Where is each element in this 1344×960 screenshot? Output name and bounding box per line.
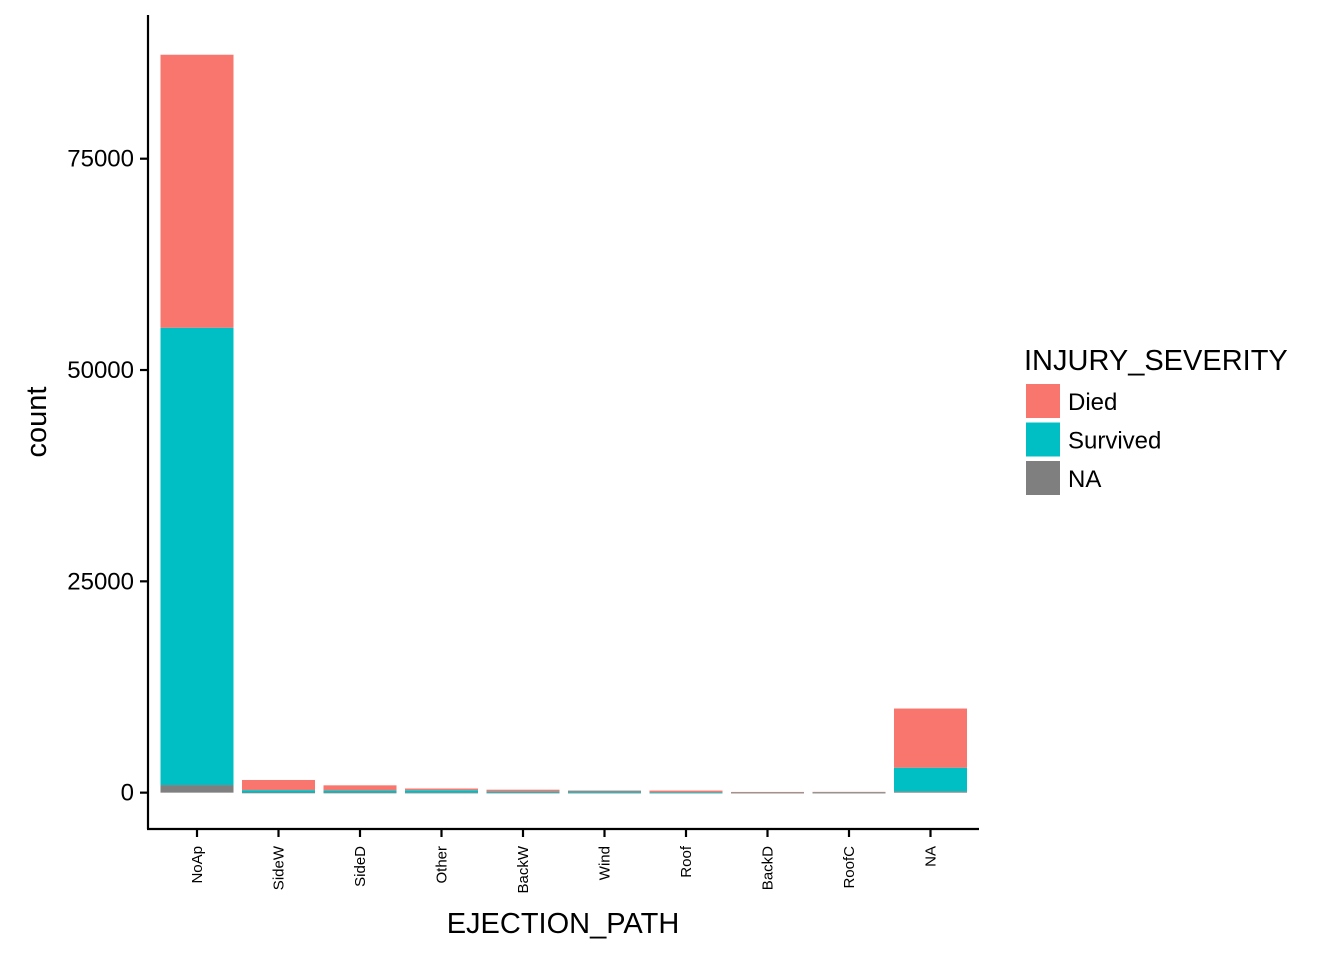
bar-na-na <box>894 791 967 793</box>
bar-noap-survived <box>160 327 234 786</box>
x-tick-label: SideD <box>352 846 369 887</box>
bar-sidew-died <box>242 779 315 791</box>
bars-layer <box>160 54 967 794</box>
bar-sided-survived <box>323 790 397 793</box>
x-tick-label: NoAp <box>189 846 206 884</box>
legend-swatch-died <box>1026 384 1060 418</box>
x-ticks: NoAp SideW SideD Other BackW Wind Roof BackD Roo… <box>189 829 940 894</box>
bar-roofc-survived <box>812 792 886 794</box>
bar-roof-na <box>649 792 723 794</box>
bar-noap-died <box>160 54 234 328</box>
x-axis-title: EJECTION_PATH <box>447 908 680 940</box>
bar-roof-survived <box>649 792 723 793</box>
bar-other-survived <box>405 790 478 793</box>
bar-wind-na <box>568 792 641 794</box>
x-tick-label: BackW <box>515 845 532 893</box>
bar-wind-survived <box>568 790 641 793</box>
legend-label-died: Died <box>1068 389 1117 416</box>
bar-na-died <box>894 708 967 768</box>
x-tick-label: NA <box>923 846 940 867</box>
bar-sidew-na <box>242 792 315 794</box>
x-tick-label: SideW <box>271 845 288 890</box>
bar-backw-na <box>486 792 560 794</box>
bar-roof-died <box>649 790 723 793</box>
bar-noap-na <box>160 785 234 793</box>
legend-label-survived: Survived <box>1068 428 1161 455</box>
x-tick-label: RoofC <box>841 846 858 889</box>
bar-sided-na <box>323 792 397 794</box>
legend-label-na: NA <box>1068 466 1101 493</box>
y-tick-label: 75000 <box>67 146 134 173</box>
x-tick-label: Wind <box>597 846 614 880</box>
y-tick-label: 0 <box>121 780 134 807</box>
bar-other-died <box>405 788 478 791</box>
x-tick-label: Roof <box>678 845 695 878</box>
bar-na-survived <box>894 767 967 792</box>
bar-backd-died <box>731 791 804 793</box>
y-axis-title: count <box>21 387 53 458</box>
y-tick-label: 25000 <box>67 568 134 595</box>
legend-title: INJURY_SEVERITY <box>1024 345 1288 377</box>
legend-swatch-na <box>1026 461 1060 495</box>
bar-sidew-survived <box>242 790 315 793</box>
x-tick-label: Other <box>434 846 451 884</box>
x-tick-label: BackD <box>760 846 777 890</box>
bar-roofc-died <box>812 791 886 793</box>
bar-sided-died <box>323 785 397 791</box>
bar-backw-survived <box>486 791 560 793</box>
bar-backw-died <box>486 789 560 792</box>
y-ticks: 0 25000 50000 75000 <box>67 146 148 807</box>
legend-swatch-survived <box>1026 422 1060 457</box>
bar-other-na <box>405 792 478 794</box>
legend: INJURY_SEVERITY Died Survived NA <box>1024 345 1288 495</box>
y-tick-label: 50000 <box>67 357 134 384</box>
bar-wind-died <box>568 790 641 792</box>
